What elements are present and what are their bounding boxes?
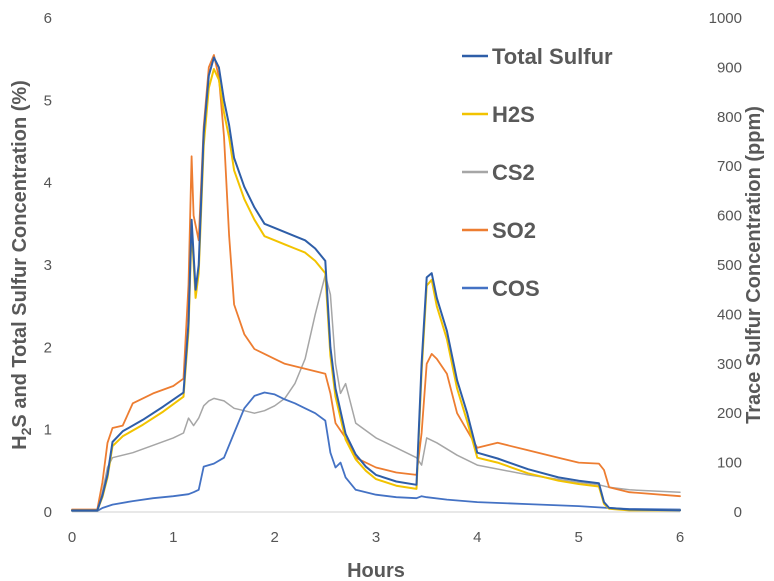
series-line-cs2 (71, 274, 681, 512)
series-line-so2 (71, 54, 681, 511)
y-left-tick-label: 6 (44, 10, 52, 27)
x-tick-label: 6 (676, 529, 684, 546)
y-right-tick-label: 600 (717, 208, 742, 225)
legend-label: CS2 (492, 160, 535, 185)
y-right-tick-label: 500 (717, 257, 742, 274)
y-left-title-part-1: H (9, 435, 31, 449)
y-left-tick-label: 2 (44, 339, 52, 356)
y-right-tick-label: 800 (717, 109, 742, 126)
x-tick-label: 2 (270, 529, 278, 546)
x-axis-title: Hours (347, 560, 405, 581)
y-right-tick-label: 300 (717, 356, 742, 373)
y-right-tick-label: 100 (717, 455, 742, 472)
y-right-tick-label: 700 (717, 158, 742, 175)
x-tick-label: 4 (473, 529, 481, 546)
series-line-total-sulfur (71, 56, 681, 512)
y-right-axis-title: Trace Sulfur Concentration (ppm) (743, 106, 765, 424)
y-left-tick-label: 5 (44, 92, 52, 109)
y-left-axis-title: H2S and Total Sulfur Concentration (%) (9, 80, 34, 450)
series-line-cos (71, 391, 681, 512)
legend-label: Total Sulfur (492, 44, 613, 69)
y-right-tick-label: 200 (717, 405, 742, 422)
x-tick-label: 3 (372, 529, 380, 546)
y-right-tick-label: 400 (717, 306, 742, 323)
x-tick-labels: 0 1 2 3 4 5 6 (68, 529, 684, 546)
y-right-tick-label: 900 (717, 59, 742, 76)
y-right-tick-labels: 0 100 200 300 400 500 600 700 800 900 1000 (709, 10, 742, 521)
y-left-title-part-2: S and Total Sulfur Concentration (%) (9, 80, 31, 427)
series-line-h2s (71, 68, 681, 512)
legend: Total Sulfur H2S CS2 SO2 COS (462, 44, 613, 301)
y-left-title-subscript: 2 (18, 427, 34, 435)
y-left-tick-label: 1 (44, 422, 52, 439)
x-tick-label: 5 (574, 529, 582, 546)
legend-label: COS (492, 276, 540, 301)
legend-label: SO2 (492, 218, 536, 243)
y-left-tick-label: 0 (44, 504, 52, 521)
y-left-tick-label: 4 (44, 175, 52, 192)
y-left-tick-labels: 0 1 2 3 4 5 6 (44, 10, 52, 521)
y-left-tick-label: 3 (44, 257, 52, 274)
legend-label: H2S (492, 102, 535, 127)
y-right-tick-label: 0 (734, 504, 742, 521)
y-right-tick-label: 1000 (709, 10, 742, 27)
x-tick-label: 1 (169, 529, 177, 546)
x-tick-label: 0 (68, 529, 76, 546)
series-lines (71, 54, 681, 512)
